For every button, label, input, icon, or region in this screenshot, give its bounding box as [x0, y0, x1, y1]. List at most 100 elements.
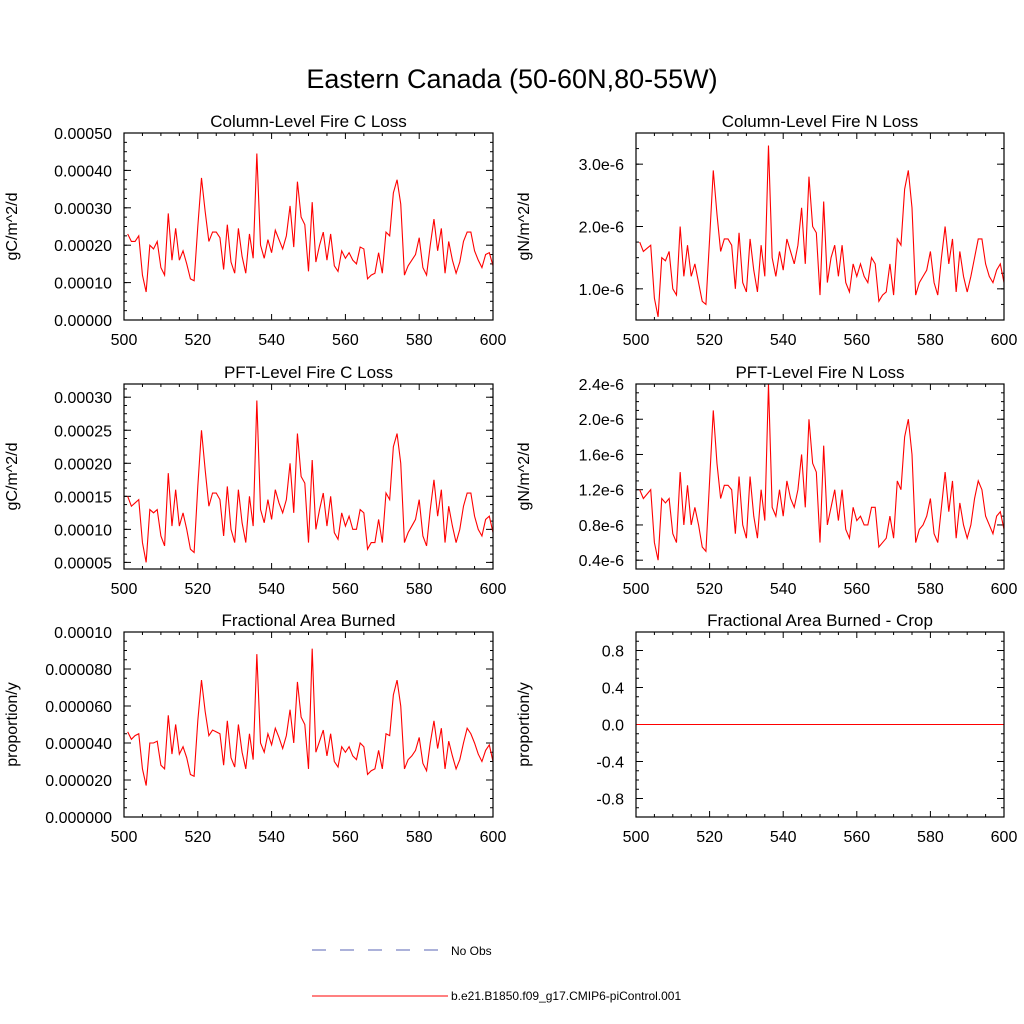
y-tick-label: 0.000020 — [45, 773, 112, 790]
x-tick-label: 500 — [623, 829, 650, 846]
x-tick-label: 520 — [184, 829, 211, 846]
y-tick-label: 2.0e-6 — [579, 220, 624, 237]
plot-frame — [123, 631, 494, 818]
y-tick-label: 0.8e-6 — [579, 518, 624, 535]
y-axis-label: gC/m^2/d — [4, 193, 21, 261]
x-tick-label: 580 — [917, 332, 944, 349]
x-tick-label: 520 — [696, 829, 723, 846]
y-tick-label: 0.00020 — [54, 456, 112, 473]
x-tick-label: 500 — [111, 332, 138, 349]
x-tick-label: 560 — [332, 581, 359, 598]
panel-fractional-area-burned: Fractional Area Burned proportion/y 500 520… — [4, 611, 506, 846]
x-tick-label: 600 — [991, 829, 1018, 846]
series-line — [127, 648, 494, 786]
x-tick-label: 600 — [991, 332, 1018, 349]
x-tick-label: 580 — [406, 581, 433, 598]
x-tick-label: 560 — [843, 332, 870, 349]
x-tick-label: 520 — [696, 332, 723, 349]
y-tick-label: 0.00000 — [54, 313, 112, 330]
y-tick-label: 0.0 — [602, 718, 624, 735]
plot-frame — [635, 132, 1005, 321]
y-tick-label: 0.00010 — [54, 522, 112, 539]
x-tick-label: 600 — [480, 581, 507, 598]
panel-title: PFT-Level Fire N Loss — [735, 363, 904, 382]
y-axis-label: proportion/y — [516, 682, 533, 767]
panel-column-fire-c-loss: Column-Level Fire C Loss gC/m^2/d 500 520 54… — [4, 112, 506, 349]
x-tick-label: 540 — [770, 581, 797, 598]
legend-series-label: b.e21.B1850.f09_g17.CMIP6-piControl.001 — [451, 989, 681, 1003]
x-tick-label: 580 — [917, 581, 944, 598]
figure-title: Eastern Canada (50-60N,80-55W) — [306, 64, 717, 94]
panel-title: Fractional Area Burned - Crop — [707, 611, 933, 630]
y-axis-label: gN/m^2/d — [516, 193, 533, 261]
x-tick-label: 600 — [480, 829, 507, 846]
y-tick-label: 0.00040 — [54, 163, 112, 180]
x-tick-label: 520 — [184, 581, 211, 598]
plot-frame — [123, 383, 494, 570]
y-tick-label: 0.00025 — [54, 423, 112, 440]
series-line — [127, 400, 494, 563]
x-tick-label: 520 — [696, 581, 723, 598]
x-tick-label: 560 — [332, 332, 359, 349]
x-tick-label: 540 — [770, 829, 797, 846]
y-tick-label: 0.000040 — [45, 736, 112, 753]
y-tick-label: 0.00010 — [54, 625, 112, 642]
y-tick-label: 0.000060 — [45, 699, 112, 716]
x-tick-label: 560 — [843, 581, 870, 598]
x-tick-label: 600 — [480, 332, 507, 349]
x-tick-label: 540 — [258, 581, 285, 598]
x-tick-label: 600 — [991, 581, 1018, 598]
y-tick-label: 0.000080 — [45, 662, 112, 679]
y-tick-label: 0.4 — [602, 681, 624, 698]
y-tick-label: 2.4e-6 — [579, 377, 624, 394]
y-tick-label: 0.8 — [602, 644, 624, 661]
plot-frame — [123, 132, 494, 321]
y-tick-label: 0.00020 — [54, 238, 112, 255]
series-line — [639, 383, 1005, 561]
x-tick-label: 580 — [406, 332, 433, 349]
panel-pft-fire-c-loss: PFT-Level Fire C Loss gC/m^2/d 500 520 540 56… — [4, 363, 506, 598]
y-tick-label: 1.0e-6 — [579, 282, 624, 299]
y-tick-label: 0.00010 — [54, 276, 112, 293]
x-tick-label: 540 — [258, 829, 285, 846]
y-tick-label: 2.0e-6 — [579, 412, 624, 429]
series-line — [127, 153, 494, 293]
x-tick-label: 580 — [406, 829, 433, 846]
legend-obs-label: No Obs — [451, 944, 492, 958]
panel-title: Column-Level Fire C Loss — [210, 112, 407, 131]
panel-column-fire-n-loss: Column-Level Fire N Loss gN/m^2/d 500 520 54… — [516, 112, 1017, 349]
series-line — [639, 145, 1005, 317]
x-tick-label: 500 — [111, 581, 138, 598]
y-tick-label: -0.8 — [596, 792, 624, 809]
y-tick-label: 0.000000 — [45, 810, 112, 827]
y-tick-label: 0.00030 — [54, 390, 112, 407]
panel-fractional-area-burned-crop: Fractional Area Burned - Crop proportion/… — [516, 611, 1017, 846]
y-tick-label: 0.00015 — [54, 489, 112, 506]
plot-frame — [635, 631, 1005, 818]
x-tick-label: 540 — [258, 332, 285, 349]
panel-title: Column-Level Fire N Loss — [722, 112, 919, 131]
y-tick-label: -0.4 — [596, 755, 624, 772]
y-axis-label: gN/m^2/d — [516, 443, 533, 511]
legend: No Obs b.e21.B1850.f09_g17.CMIP6-piContr… — [312, 944, 681, 1003]
y-tick-label: 0.00050 — [54, 126, 112, 143]
y-tick-label: 1.6e-6 — [579, 447, 624, 464]
y-tick-label: 0.4e-6 — [579, 553, 624, 570]
x-tick-label: 500 — [623, 581, 650, 598]
x-tick-label: 520 — [184, 332, 211, 349]
x-tick-label: 560 — [332, 829, 359, 846]
x-tick-label: 560 — [843, 829, 870, 846]
x-tick-label: 580 — [917, 829, 944, 846]
y-axis-label: proportion/y — [4, 682, 21, 767]
panel-title: PFT-Level Fire C Loss — [224, 363, 393, 382]
x-tick-label: 500 — [111, 829, 138, 846]
y-tick-label: 1.2e-6 — [579, 483, 624, 500]
y-axis-label: gC/m^2/d — [4, 443, 21, 511]
x-tick-label: 500 — [623, 332, 650, 349]
plot-frame — [635, 383, 1005, 570]
y-tick-label: 0.00005 — [54, 555, 112, 572]
panel-title: Fractional Area Burned — [222, 611, 396, 630]
x-tick-label: 540 — [770, 332, 797, 349]
y-tick-label: 3.0e-6 — [579, 157, 624, 174]
